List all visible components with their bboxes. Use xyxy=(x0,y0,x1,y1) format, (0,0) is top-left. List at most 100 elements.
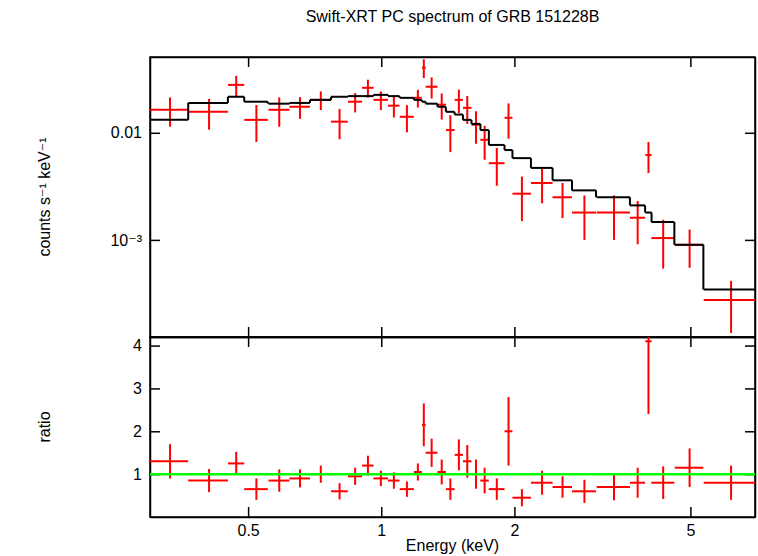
x-error-bar xyxy=(645,340,651,342)
x-error-bar xyxy=(505,430,513,432)
y-error-bar xyxy=(647,142,649,173)
x-tick-label: 0.5 xyxy=(237,522,259,539)
x-error-bar xyxy=(553,486,572,488)
model-step xyxy=(489,144,505,146)
x-error-bar xyxy=(630,482,645,484)
y-mirror-tick xyxy=(745,346,755,347)
y-error-bar xyxy=(255,105,257,142)
y-error-bar xyxy=(583,195,585,239)
y-mirror-tick xyxy=(745,388,755,389)
x-tick: 5 xyxy=(686,507,695,539)
y-axis-title: counts s⁻¹ keV⁻¹ xyxy=(36,137,53,256)
x-error-bar xyxy=(373,477,388,479)
x-mirror-axis xyxy=(151,57,756,67)
model-step xyxy=(244,101,268,103)
x-error-bar xyxy=(289,106,310,108)
model-step xyxy=(572,189,596,191)
y-axis-line xyxy=(150,58,152,338)
x-error-bar xyxy=(463,107,472,109)
model-step xyxy=(505,149,513,151)
x-tick-mark xyxy=(514,507,516,517)
x-error-bar xyxy=(188,480,228,482)
model-riser xyxy=(673,222,675,245)
x-error-bar xyxy=(675,244,704,246)
model-step xyxy=(188,102,228,104)
model-step xyxy=(455,114,463,116)
x-tick-mark xyxy=(381,327,383,337)
model-riser xyxy=(595,190,597,197)
y-error-bar xyxy=(689,230,691,268)
model-step xyxy=(422,101,426,103)
x-error-bar xyxy=(348,475,362,477)
model-riser xyxy=(644,205,646,212)
model-step xyxy=(630,204,645,206)
x-error-bar xyxy=(472,124,481,126)
y-error-bar xyxy=(169,97,171,126)
model-riser xyxy=(629,197,631,205)
y-mirror-tick xyxy=(745,240,755,241)
x-error-bar xyxy=(512,497,530,499)
x-error-bar xyxy=(244,488,268,490)
x-error-bar xyxy=(480,480,489,482)
x-tick: 0.5 xyxy=(237,507,259,539)
y-mirror-tick-mark xyxy=(745,431,755,433)
x-error-bar xyxy=(651,237,674,239)
x-error-bar xyxy=(463,460,472,462)
y-error-bar xyxy=(458,90,460,113)
y-error-bar xyxy=(423,403,425,446)
reference-line xyxy=(150,473,755,476)
y-error-bar xyxy=(496,148,498,186)
model-step xyxy=(362,95,374,97)
x-error-bar xyxy=(150,109,188,111)
x-error-bar xyxy=(414,97,422,99)
plot-area xyxy=(150,337,755,506)
x-tick-label: 1 xyxy=(377,522,386,539)
model-step xyxy=(704,289,755,291)
y-error-bar xyxy=(637,201,639,244)
x-mirror-tick xyxy=(514,337,515,347)
y-tick-label: 1 xyxy=(133,466,142,483)
model-step xyxy=(348,95,362,97)
y-error-bar xyxy=(431,77,433,98)
model-step xyxy=(426,103,438,105)
x-error-bar xyxy=(388,105,400,107)
x-tick-mark xyxy=(690,507,692,517)
y-error-bar xyxy=(562,183,564,218)
y-mirror-tick-mark xyxy=(745,240,755,242)
x-error-bar xyxy=(489,488,505,490)
y-error-bar xyxy=(613,195,615,239)
model-step xyxy=(531,167,553,169)
y-mirror-tick xyxy=(745,431,755,432)
x-error-bar xyxy=(362,465,374,467)
x-mirror-tick-mark xyxy=(381,337,383,347)
model-riser xyxy=(651,213,653,222)
x-error-bar xyxy=(505,117,513,119)
x-error-bar xyxy=(489,162,505,164)
y-mirror-tick xyxy=(745,133,755,134)
y-mirror-axis-line xyxy=(755,58,757,338)
y-tick-mark xyxy=(150,133,160,135)
x-error-bar xyxy=(704,299,755,301)
y-mirror-tick-mark xyxy=(745,388,755,390)
y-tick: 3 xyxy=(133,380,160,397)
x-mirror-tick xyxy=(248,57,249,67)
y-error-bar xyxy=(339,109,341,139)
x-error-bar xyxy=(704,482,755,484)
model-step xyxy=(388,95,400,97)
x-mirror-tick-mark xyxy=(690,57,692,67)
y-error-bar xyxy=(508,103,510,138)
x-tick xyxy=(248,327,249,337)
x-tick-mark xyxy=(690,327,692,337)
model-step xyxy=(553,179,572,181)
x-error-bar xyxy=(188,111,228,113)
x-error-bar xyxy=(400,488,414,490)
x-error-bar xyxy=(455,454,463,456)
x-mirror-axis xyxy=(151,337,756,347)
x-error-bar xyxy=(310,99,331,101)
x-tick-mark xyxy=(248,327,250,337)
x-error-bar xyxy=(597,486,630,488)
x-mirror-tick xyxy=(381,57,382,67)
model-riser xyxy=(552,168,554,180)
x-axis xyxy=(151,327,756,338)
x-tick-label: 5 xyxy=(686,522,695,539)
